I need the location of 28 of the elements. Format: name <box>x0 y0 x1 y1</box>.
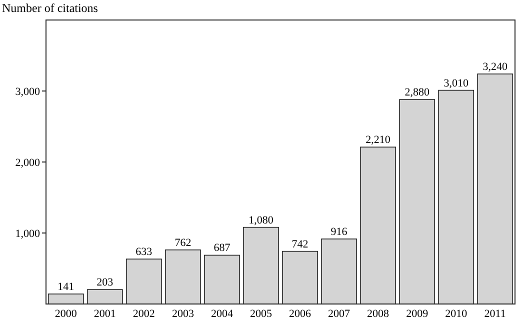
y-tick-label: 3,000 <box>15 86 40 98</box>
data-label: 1,080 <box>248 214 274 226</box>
x-tick-label: 2003 <box>172 308 194 320</box>
x-tick-label: 2008 <box>367 308 390 320</box>
x-tick-label: 2004 <box>210 308 234 320</box>
x-tick-label: 2010 <box>445 308 468 320</box>
data-label: 3,010 <box>444 77 469 90</box>
x-tick-label: 2006 <box>289 308 312 320</box>
data-label: 633 <box>136 246 153 258</box>
data-label: 2,880 <box>404 86 430 99</box>
data-label: 687 <box>214 242 231 254</box>
x-tick-label: 2011 <box>484 308 506 320</box>
y-tick-label: 1,000 <box>15 228 40 240</box>
data-label: 203 <box>96 276 114 289</box>
x-tick-label: 2002 <box>132 308 155 320</box>
data-label: 762 <box>174 236 192 249</box>
y-tick-label: 2,000 <box>15 156 40 169</box>
x-tick-label: 2001 <box>94 308 116 320</box>
x-tick-label: 2007 <box>328 308 351 320</box>
data-label: 3,240 <box>482 60 508 73</box>
x-tick-label: 2009 <box>406 308 429 320</box>
x-tick-label: 2000 <box>54 308 78 320</box>
x-tick-label: 2005 <box>250 308 272 320</box>
data-label: 2,210 <box>366 134 391 146</box>
data-label: 742 <box>292 238 308 250</box>
data-label: 141 <box>58 280 74 293</box>
y-axis-title: Number of citations <box>2 1 98 15</box>
data-label: 916 <box>330 226 348 238</box>
